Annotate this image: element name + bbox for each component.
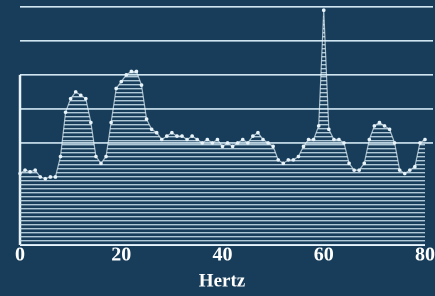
data-point: [211, 141, 215, 145]
page: Hertz 020406080 (() => { const data = JS…: [0, 0, 435, 296]
data-point: [342, 141, 346, 145]
data-point: [307, 138, 311, 142]
data-point: [297, 155, 301, 159]
data-point: [221, 145, 225, 149]
data-point: [33, 168, 37, 172]
data-point: [413, 165, 417, 169]
data-point: [231, 145, 235, 149]
data-point: [109, 121, 113, 125]
data-point: [322, 8, 326, 12]
data-point: [185, 138, 189, 142]
data-point: [84, 97, 88, 101]
x-tick-label: 60: [314, 244, 334, 266]
data-point: [266, 141, 270, 145]
data-point: [155, 131, 159, 135]
data-point: [332, 138, 336, 142]
data-point: [337, 138, 341, 142]
data-point: [74, 90, 78, 94]
data-point: [190, 134, 194, 138]
data-point: [327, 128, 331, 132]
data-point: [383, 124, 387, 128]
data-point: [59, 155, 63, 159]
data-point: [281, 162, 285, 166]
data-point: [216, 138, 220, 142]
data-point: [145, 117, 149, 121]
x-tick-label: 40: [213, 244, 233, 266]
data-point: [261, 138, 265, 142]
data-point: [251, 134, 255, 138]
data-point: [130, 70, 134, 74]
data-point: [195, 138, 199, 142]
data-point: [423, 138, 427, 142]
data-point: [373, 124, 377, 128]
data-point: [357, 168, 361, 172]
data-point: [226, 141, 230, 145]
chart: Hertz 0 20 40 60 80: [0, 0, 435, 296]
data-point: [393, 141, 397, 145]
data-point: [38, 175, 42, 179]
data-point: [135, 70, 139, 74]
data-point: [89, 121, 93, 125]
data-point: [292, 158, 296, 162]
data-point: [175, 134, 179, 138]
data-point: [23, 168, 27, 172]
data-point: [140, 83, 144, 87]
data-point: [28, 170, 32, 174]
data-point: [125, 73, 129, 77]
data-point: [378, 121, 382, 125]
data-point: [403, 172, 407, 176]
data-point: [241, 138, 245, 142]
x-tick-label: 80: [415, 244, 435, 266]
data-point: [200, 141, 204, 145]
data-point: [49, 175, 53, 179]
data-point: [119, 80, 123, 84]
data-point: [256, 131, 260, 135]
data-point: [44, 177, 48, 181]
data-point: [302, 145, 306, 149]
data-point: [79, 93, 83, 97]
data-point: [246, 141, 250, 145]
data-point: [347, 162, 351, 166]
data-point: [418, 141, 422, 145]
data-point: [160, 138, 164, 142]
data-point: [54, 175, 58, 179]
data-point: [276, 158, 280, 162]
data-point: [206, 138, 210, 142]
data-point: [388, 128, 392, 132]
data-point: [69, 97, 73, 101]
data-point: [150, 128, 154, 132]
data-point: [99, 162, 103, 166]
data-point: [94, 155, 98, 159]
data-point: [317, 124, 321, 128]
data-point: [18, 172, 22, 176]
data-point: [64, 110, 68, 114]
data-point: [368, 138, 372, 142]
data-point: [352, 168, 356, 172]
data-point: [408, 168, 412, 172]
data-point: [170, 131, 174, 135]
data-point: [398, 168, 402, 172]
data-point: [114, 87, 118, 91]
x-tick-label: 20: [111, 244, 131, 266]
data-point: [180, 134, 184, 138]
x-axis-label: Hertz: [199, 270, 246, 291]
data-point: [104, 155, 108, 159]
data-point: [287, 158, 291, 162]
data-point: [165, 134, 169, 138]
data-point: [312, 138, 316, 142]
x-tick-label: 0: [15, 244, 25, 266]
data-point: [362, 162, 366, 166]
data-point: [236, 141, 240, 145]
data-point: [271, 145, 275, 149]
